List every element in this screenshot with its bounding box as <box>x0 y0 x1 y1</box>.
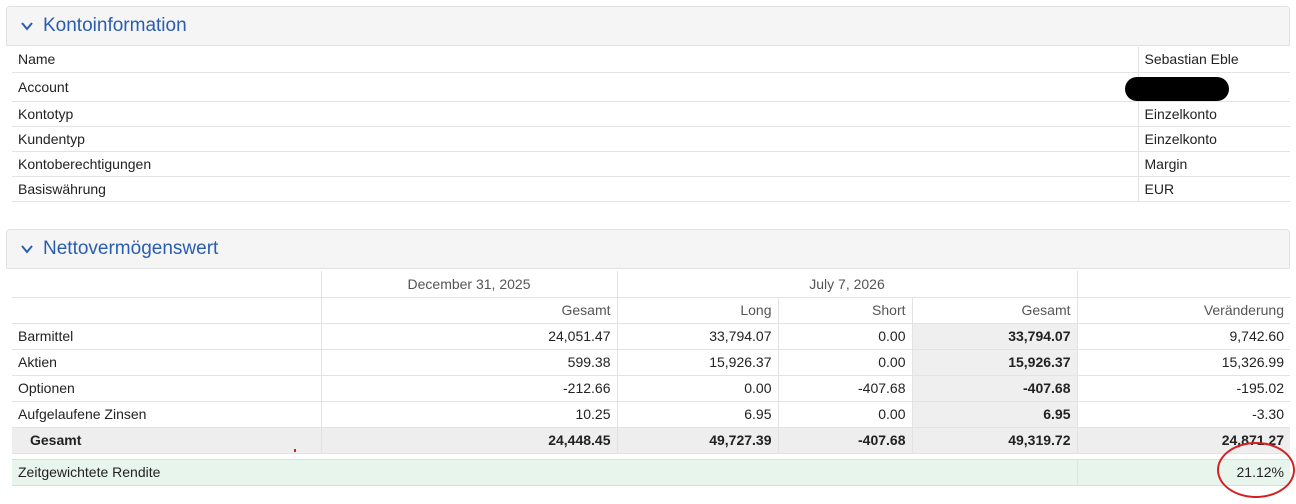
chevron-down-icon <box>21 245 33 254</box>
info-label: Name <box>12 47 1138 73</box>
cell: 0.00 <box>777 401 912 428</box>
cell: -3.30 <box>1076 401 1290 428</box>
info-value: Einzelkonto <box>1137 126 1290 152</box>
info-value: EUR <box>1137 176 1290 202</box>
info-row-basiswaehrung: Basiswährung EUR <box>12 176 1290 202</box>
info-label: Basiswährung <box>12 176 1138 202</box>
table-row: Barmittel 24,051.47 33,794.07 0.00 33,79… <box>12 323 1290 350</box>
cell: 0.00 <box>777 349 912 376</box>
rendite-label: Zeitgewichtete Rendite <box>12 458 1077 486</box>
total-row: Gesamt 24,448.45 49,727.39 -407.68 49,31… <box>12 427 1290 454</box>
info-value-redacted <box>1124 72 1290 102</box>
info-label: Account <box>12 72 1138 102</box>
cell: 15,926.37 <box>911 349 1077 376</box>
info-value: Einzelkonto <box>1137 101 1290 127</box>
nettovermoegenswert-header[interactable]: Nettovermögenswert <box>6 229 1290 269</box>
redaction-mark <box>1124 76 1229 101</box>
info-row-name: Name Sebastian Eble <box>12 47 1290 73</box>
cell: -407.68 <box>911 375 1077 402</box>
nav-date-header-row: December 31, 2025 July 7, 2026 <box>12 271 1290 298</box>
info-row-kontotyp: Kontotyp Einzelkonto <box>12 101 1290 127</box>
annotation-circle <box>1217 442 1295 498</box>
total-cell: 24,448.45 <box>320 427 617 454</box>
cell: 33,794.07 <box>911 323 1077 350</box>
column-header-gesamt-2025: Gesamt <box>320 297 617 324</box>
cell: 24,051.47 <box>320 323 617 350</box>
cell: 599.38 <box>320 349 617 376</box>
cell: 15,326.99 <box>1076 349 1290 376</box>
kontoinformation-header[interactable]: Kontoinformation <box>6 6 1290 46</box>
account-info-table: Name Sebastian Eble Account Kontotyp Ein… <box>12 47 1290 202</box>
info-value: Sebastian Eble <box>1137 47 1290 73</box>
empty-header <box>12 297 321 324</box>
cell: 10.25 <box>320 401 617 428</box>
info-row-kundentyp: Kundentyp Einzelkonto <box>12 126 1290 152</box>
total-cell: -407.68 <box>777 427 912 454</box>
cell: -407.68 <box>777 375 912 402</box>
column-header-veraenderung: Veränderung <box>1076 297 1290 324</box>
info-label: Kontotyp <box>12 101 1138 127</box>
info-label: Kundentyp <box>12 126 1138 152</box>
info-row-berechtigungen: Kontoberechtigungen Margin <box>12 151 1290 177</box>
date-header-1: December 31, 2025 <box>320 271 617 298</box>
cell: -195.02 <box>1076 375 1290 402</box>
cell: 6.95 <box>911 401 1077 428</box>
section-title: Nettovermögenswert <box>43 238 219 259</box>
total-cell: 49,727.39 <box>616 427 778 454</box>
annotation-mark <box>294 449 296 452</box>
total-label: Gesamt <box>12 427 321 454</box>
cell: 6.95 <box>616 401 778 428</box>
empty-header <box>1076 271 1290 298</box>
nav-column-header-row: Gesamt Long Short Gesamt Veränderung <box>12 297 1290 324</box>
row-label: Barmittel <box>12 323 321 350</box>
date-header-2: July 7, 2026 <box>616 271 1077 298</box>
cell: 33,794.07 <box>616 323 778 350</box>
chevron-down-icon <box>21 22 33 31</box>
empty-header <box>12 271 321 298</box>
info-row-account: Account <box>12 72 1290 102</box>
info-value: Margin <box>1137 151 1290 177</box>
row-label: Aktien <box>12 349 321 376</box>
column-header-gesamt-2026: Gesamt <box>911 297 1077 324</box>
cell: -212.66 <box>320 375 617 402</box>
total-cell: 49,319.72 <box>911 427 1077 454</box>
table-row: Optionen -212.66 0.00 -407.68 -407.68 -1… <box>12 375 1290 402</box>
rendite-row: Zeitgewichtete Rendite 21.12% <box>12 458 1290 486</box>
cell: 9,742.60 <box>1076 323 1290 350</box>
row-label: Aufgelaufene Zinsen <box>12 401 321 428</box>
cell: 15,926.37 <box>616 349 778 376</box>
column-header-long: Long <box>616 297 778 324</box>
table-row: Aufgelaufene Zinsen 10.25 6.95 0.00 6.95… <box>12 401 1290 428</box>
column-header-short: Short <box>777 297 912 324</box>
info-label: Kontoberechtigungen <box>12 151 1138 177</box>
section-title: Kontoinformation <box>43 15 187 36</box>
nav-table: December 31, 2025 July 7, 2026 Gesamt Lo… <box>12 271 1290 486</box>
table-row: Aktien 599.38 15,926.37 0.00 15,926.37 1… <box>12 349 1290 376</box>
cell: 0.00 <box>777 323 912 350</box>
cell: 0.00 <box>616 375 778 402</box>
row-label: Optionen <box>12 375 321 402</box>
